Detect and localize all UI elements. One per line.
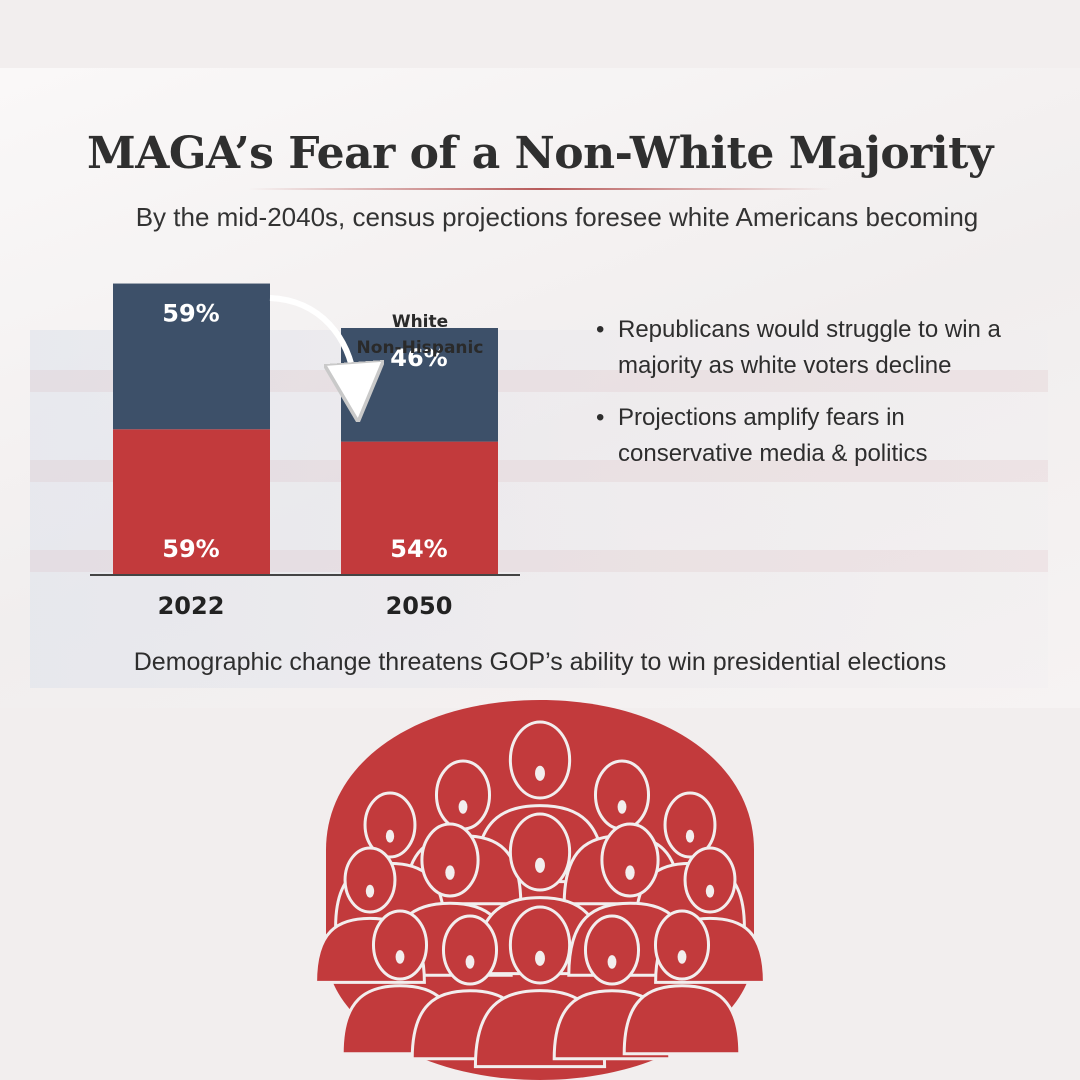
- stacked-bar-chart: 59% 59% 54% 46% White Non-Hispanic 2022 2050: [90, 283, 520, 620]
- bullet-list: Republicans would struggle to win a majo…: [596, 312, 1046, 488]
- data-label-2022-top: 59%: [162, 300, 219, 328]
- page-title: MAGA’s Fear of a Non-White Majority: [87, 128, 993, 179]
- bar-2022-navy-segment: [113, 283, 270, 430]
- annotation-line: Non-Hispanic: [357, 338, 484, 358]
- subtitle: By the mid-2040s, census projections for…: [135, 202, 979, 232]
- change-arrow: [269, 295, 356, 392]
- data-label-2050-top: 46%: [390, 344, 447, 372]
- annotation-line: White: [392, 312, 448, 332]
- x-tick-label-2022: 2022: [158, 592, 225, 620]
- title-divider: [248, 188, 834, 190]
- bullet-item: Projections amplify fears in conservativ…: [596, 400, 1046, 472]
- footer-caption: Demographic change threatens GOP’s abili…: [133, 648, 947, 676]
- bar-2022-red-segment: [113, 429, 270, 575]
- annotation-white-non-hispanic: White Non-Hispanic: [357, 312, 484, 358]
- crowd-illustration: [314, 700, 766, 1080]
- data-label-2022-bottom: 59%: [162, 535, 219, 563]
- bullet-item: Republicans would struggle to win a majo…: [596, 312, 1046, 384]
- data-label-2050-bottom: 54%: [390, 535, 447, 563]
- x-tick-label-2050: 2050: [386, 592, 453, 620]
- person-icon: [622, 909, 742, 1056]
- bar-2050-red-segment: [341, 441, 498, 575]
